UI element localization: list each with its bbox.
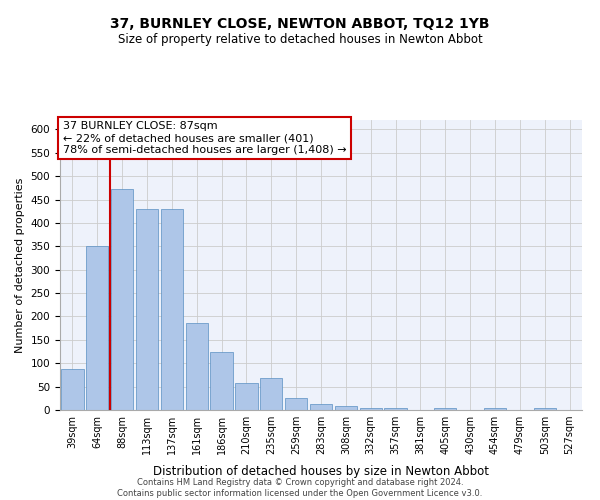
Bar [484, 408, 506, 410]
Y-axis label: Number of detached properties: Number of detached properties [15, 178, 25, 352]
Text: 37 BURNLEY CLOSE: 87sqm
← 22% of detached houses are smaller (401)
78% of semi-d: 37 BURNLEY CLOSE: 87sqm ← 22% of detache… [62, 122, 346, 154]
Bar [61, 369, 83, 410]
Bar [260, 378, 283, 410]
Bar [111, 189, 133, 410]
Bar [235, 384, 257, 410]
Text: 37, BURNLEY CLOSE, NEWTON ABBOT, TQ12 1YB: 37, BURNLEY CLOSE, NEWTON ABBOT, TQ12 1Y… [110, 18, 490, 32]
Bar [385, 408, 407, 410]
Bar [335, 406, 357, 410]
Bar [211, 352, 233, 410]
Bar [86, 246, 109, 410]
Text: Contains HM Land Registry data © Crown copyright and database right 2024.
Contai: Contains HM Land Registry data © Crown c… [118, 478, 482, 498]
Bar [185, 324, 208, 410]
Bar [161, 209, 183, 410]
Bar [310, 404, 332, 410]
Bar [285, 398, 307, 410]
X-axis label: Distribution of detached houses by size in Newton Abbot: Distribution of detached houses by size … [153, 466, 489, 478]
Bar [136, 209, 158, 410]
Bar [359, 408, 382, 410]
Text: Size of property relative to detached houses in Newton Abbot: Size of property relative to detached ho… [118, 32, 482, 46]
Bar [434, 408, 457, 410]
Bar [533, 408, 556, 410]
